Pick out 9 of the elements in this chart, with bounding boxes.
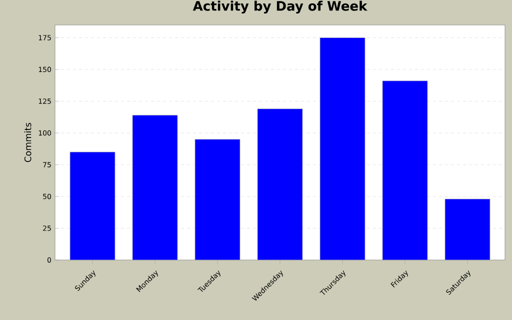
bar [132,114,178,260]
y-axis-title: Commits [24,122,32,162]
chart-title: Activity by Day of Week [192,0,368,14]
bar [257,108,303,260]
bar [320,37,366,260]
bar [444,198,490,260]
bar [70,152,116,260]
bar [194,139,240,260]
bar [382,80,428,260]
